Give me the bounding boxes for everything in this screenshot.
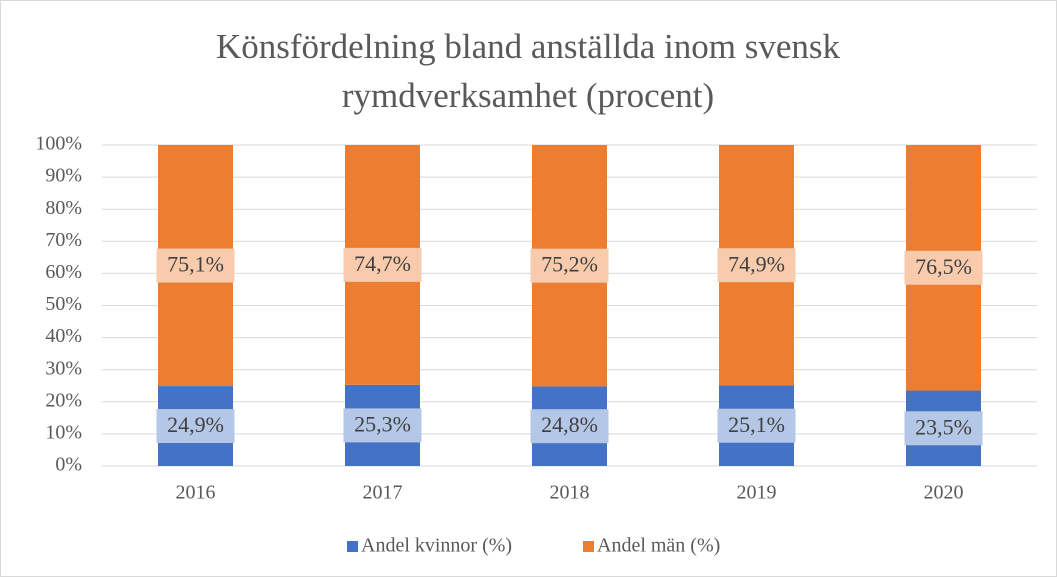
- y-tick-label: 50%: [45, 293, 82, 315]
- data-label: 24,8%: [541, 412, 598, 437]
- data-label-box: [717, 248, 796, 283]
- x-tick-label: 2018: [550, 482, 590, 504]
- y-tick-label: 30%: [45, 357, 82, 379]
- data-label: 74,7%: [354, 251, 411, 276]
- y-tick-label: 90%: [45, 165, 82, 187]
- x-tick-label: 2016: [176, 482, 216, 504]
- data-label: 25,1%: [728, 412, 785, 437]
- legend-label: Andel kvinnor (%): [361, 535, 512, 557]
- legend-swatch: [583, 541, 594, 552]
- y-tick-label: 60%: [45, 261, 82, 283]
- y-tick-label: 70%: [45, 229, 82, 251]
- data-label: 75,2%: [541, 252, 598, 277]
- y-tick-label: 0%: [55, 454, 82, 476]
- y-tick-label: 10%: [45, 421, 82, 443]
- legend-swatch: [347, 541, 358, 552]
- x-tick-label: 2017: [363, 482, 403, 504]
- data-label: 76,5%: [915, 254, 972, 279]
- data-label-box: [717, 408, 796, 443]
- data-label-box: [343, 247, 422, 282]
- y-tick-label: 80%: [45, 197, 82, 219]
- data-label-box: [343, 408, 422, 443]
- data-label-box: [530, 409, 609, 444]
- y-tick-label: 40%: [45, 325, 82, 347]
- x-tick-label: 2019: [737, 482, 777, 504]
- x-tick-label: 2020: [924, 482, 964, 504]
- chart-title: Könsfördelning bland anställda inom sven…: [215, 27, 841, 115]
- data-label-box: [904, 411, 983, 446]
- data-label: 74,9%: [728, 251, 785, 276]
- data-label: 23,5%: [915, 414, 972, 439]
- data-label-box: [156, 409, 235, 444]
- legend-label: Andel män (%): [597, 535, 720, 557]
- data-label: 25,3%: [354, 411, 411, 436]
- data-label-box: [904, 250, 983, 285]
- data-label-box: [530, 248, 609, 283]
- y-tick-label: 100%: [35, 133, 82, 155]
- data-label: 24,9%: [167, 412, 224, 437]
- data-label-box: [156, 248, 235, 283]
- y-tick-label: 20%: [45, 389, 82, 411]
- data-label: 75,1%: [167, 252, 224, 277]
